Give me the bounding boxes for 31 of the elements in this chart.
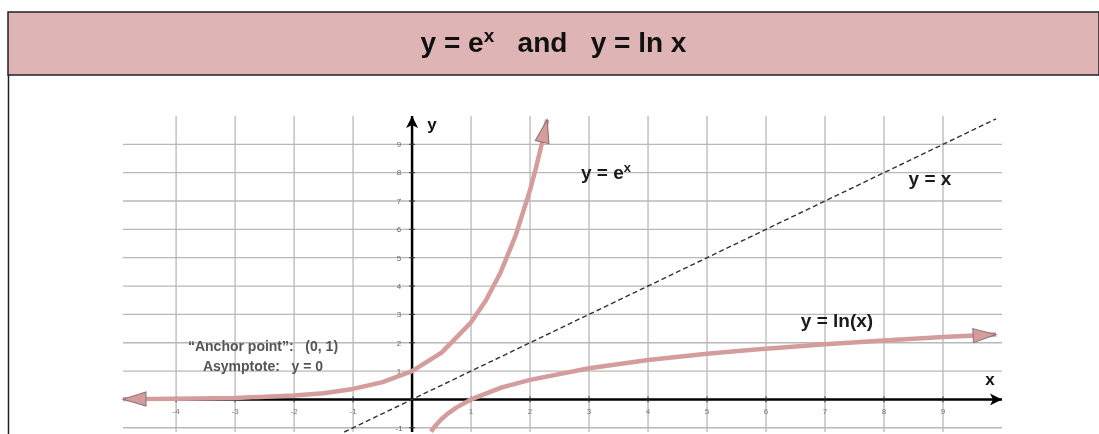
y-tick-label: 7	[396, 196, 402, 206]
y-tick-label: 2	[396, 338, 402, 348]
x-axis-title: x	[985, 370, 996, 390]
chart-title: y = e$^{x}$ and y = ln x	[420, 24, 687, 58]
x-tick-label: -2	[290, 407, 299, 417]
x-tick-label: 1	[468, 407, 474, 417]
x-tick-label: 7	[822, 407, 828, 417]
annotation: “Anchor point”: (0, 1)	[187, 337, 339, 354]
y-axis-title: y	[427, 115, 438, 134]
text: y = e$^{x}$	[581, 159, 632, 183]
y-tick-label: 9	[396, 140, 402, 150]
x-tick-label: 9	[940, 407, 946, 417]
annotation: Asymptote: y = 0	[202, 357, 324, 374]
y-tick-label: 1	[396, 366, 402, 376]
series-label: y = ln(x)	[800, 309, 874, 331]
x-tick-label: 5	[704, 407, 710, 417]
x-tick-label: -3	[231, 407, 240, 417]
y-tick-label: -1	[395, 423, 404, 433]
y-tick-label: 8	[396, 168, 402, 178]
x-tick-label: 8	[881, 407, 887, 417]
x-tick-label: -1	[349, 407, 358, 417]
x-tick-label: -4	[172, 407, 181, 417]
y-tick-label: 4	[396, 281, 402, 291]
x-tick-label: 3	[586, 407, 592, 417]
y-tick-label: 5	[396, 253, 402, 263]
x-tick-label: 2	[527, 407, 533, 417]
x-tick-label: 4	[645, 407, 651, 417]
series-label: y = x	[908, 167, 952, 189]
y-tick-label: 6	[396, 225, 402, 235]
x-tick-label: 6	[763, 407, 769, 417]
y-tick-label: 3	[396, 310, 402, 320]
